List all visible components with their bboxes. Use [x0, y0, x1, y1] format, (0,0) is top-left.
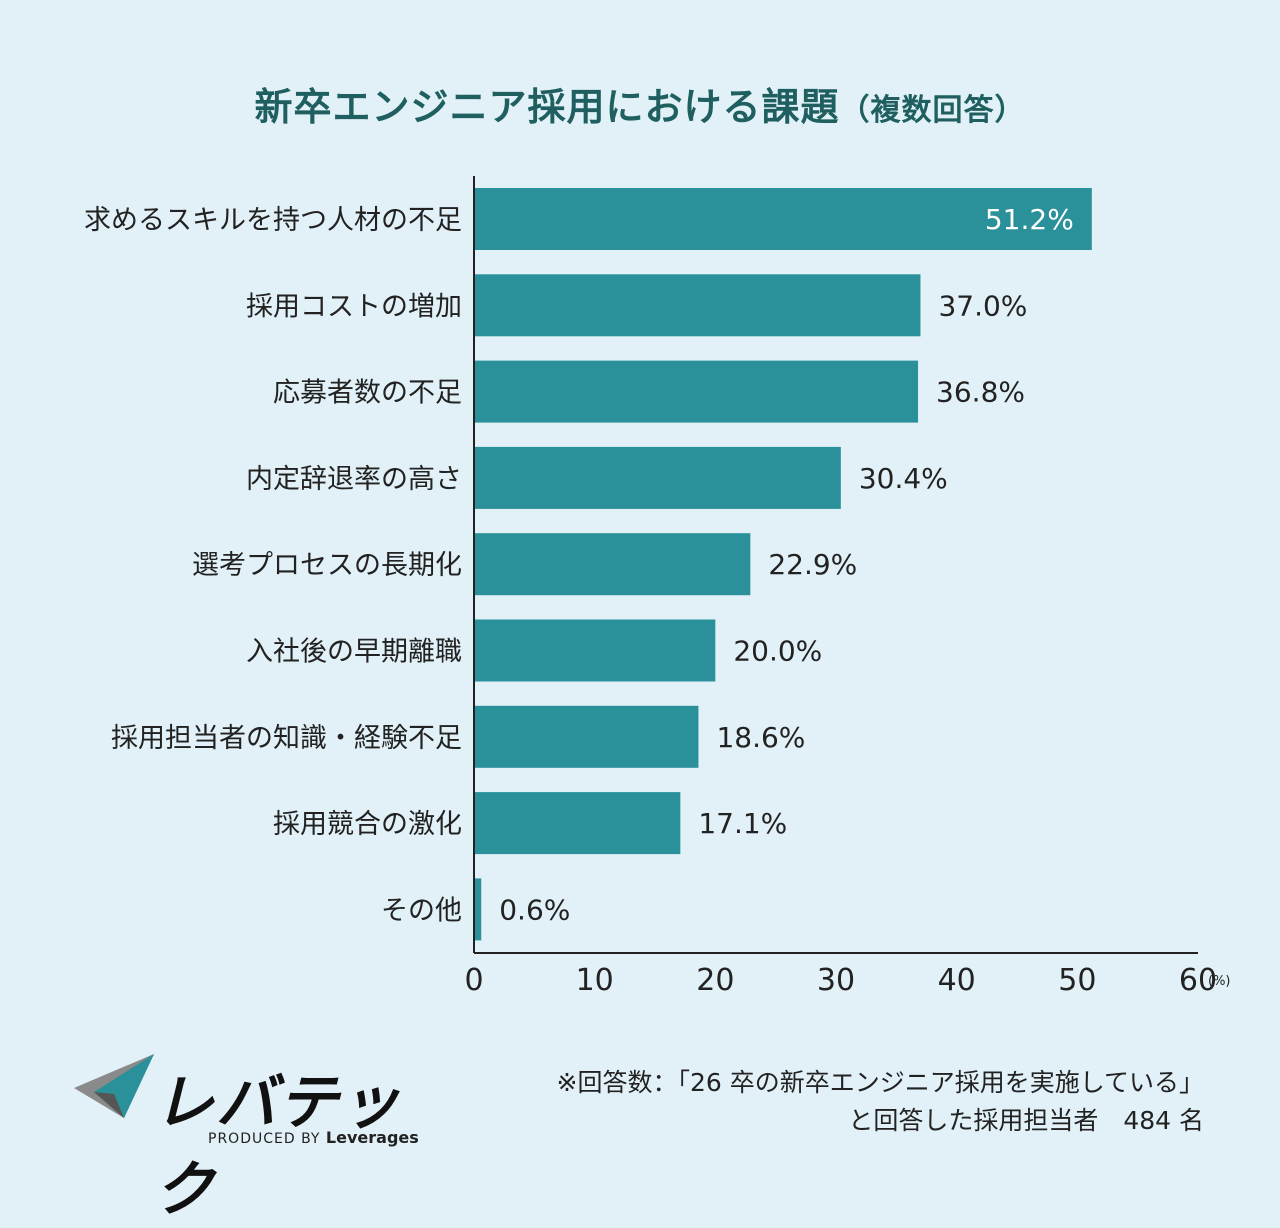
value-label-2: 36.8% — [936, 376, 1025, 409]
category-label-2: 応募者数の不足 — [273, 378, 462, 409]
x-tick-label-0: 0 — [464, 963, 483, 998]
logo-brand: Leverages — [325, 1128, 419, 1147]
category-label-0: 求めるスキルを持つ人材の不足 — [84, 205, 462, 236]
category-label-7: 採用競合の激化 — [273, 809, 462, 840]
paper-plane-logo-icon — [74, 1054, 154, 1118]
value-label-6: 18.6% — [716, 721, 805, 754]
logo-wordmark: レバテック — [154, 1068, 402, 1225]
value-label-3: 30.4% — [859, 462, 948, 495]
value-label-7: 17.1% — [698, 807, 787, 840]
value-label-1: 37.0% — [938, 289, 1027, 322]
x-tick-label-2: 20 — [696, 963, 734, 998]
value-label-5: 20.0% — [733, 635, 822, 668]
category-label-8: その他 — [381, 895, 462, 926]
bar-0 — [474, 188, 1092, 250]
bar-4 — [474, 533, 751, 596]
bar-6 — [474, 705, 699, 768]
levtech-logo: レバテック PRODUCED BY Leverages — [72, 1052, 432, 1225]
footnote: ※回答数：「26 卒の新卒エンジニア採用を実施している」 と回答した採用担当者 … — [557, 1064, 1204, 1140]
category-label-1: 採用コストの増加 — [246, 291, 462, 322]
category-label-3: 内定辞退率の高さ — [246, 464, 462, 495]
value-label-4: 22.9% — [768, 548, 857, 581]
bar-3 — [474, 446, 841, 509]
bar-7 — [474, 792, 681, 855]
value-label-8: 0.6% — [499, 893, 570, 926]
category-label-5: 入社後の早期離職 — [246, 637, 462, 668]
bar-2 — [474, 360, 919, 423]
x-tick-label-5: 50 — [1058, 963, 1096, 998]
chart-title-main: 新卒エンジニア採用における課題 — [254, 85, 840, 129]
bar-8 — [474, 878, 482, 941]
chart-subtitle: （複数回答） — [839, 93, 1026, 128]
value-label-0: 51.2% — [985, 203, 1074, 236]
category-label-6: 採用担当者の知識・経験不足 — [111, 723, 462, 754]
bar-5 — [474, 619, 716, 682]
category-label-4: 選考プロセスの長期化 — [192, 550, 462, 581]
x-tick-label-3: 30 — [817, 963, 855, 998]
x-tick-label-1: 10 — [576, 963, 614, 998]
footnote-line-2: と回答した採用担当者 484 名 — [848, 1106, 1204, 1135]
x-unit-label: (%) — [1208, 974, 1231, 989]
footnote-line-1: ※回答数：「26 卒の新卒エンジニア採用を実施している」 — [556, 1068, 1204, 1097]
x-tick-label-4: 40 — [938, 963, 976, 998]
x-tick-label-6: 60 — [1179, 963, 1217, 998]
bar-1 — [474, 274, 921, 337]
logo-produced-by: PRODUCED BY — [208, 1131, 321, 1147]
chart-title: 新卒エンジニア採用における課題（複数回答） — [0, 76, 1280, 131]
logo-tagline: PRODUCED BY Leverages — [208, 1128, 419, 1147]
